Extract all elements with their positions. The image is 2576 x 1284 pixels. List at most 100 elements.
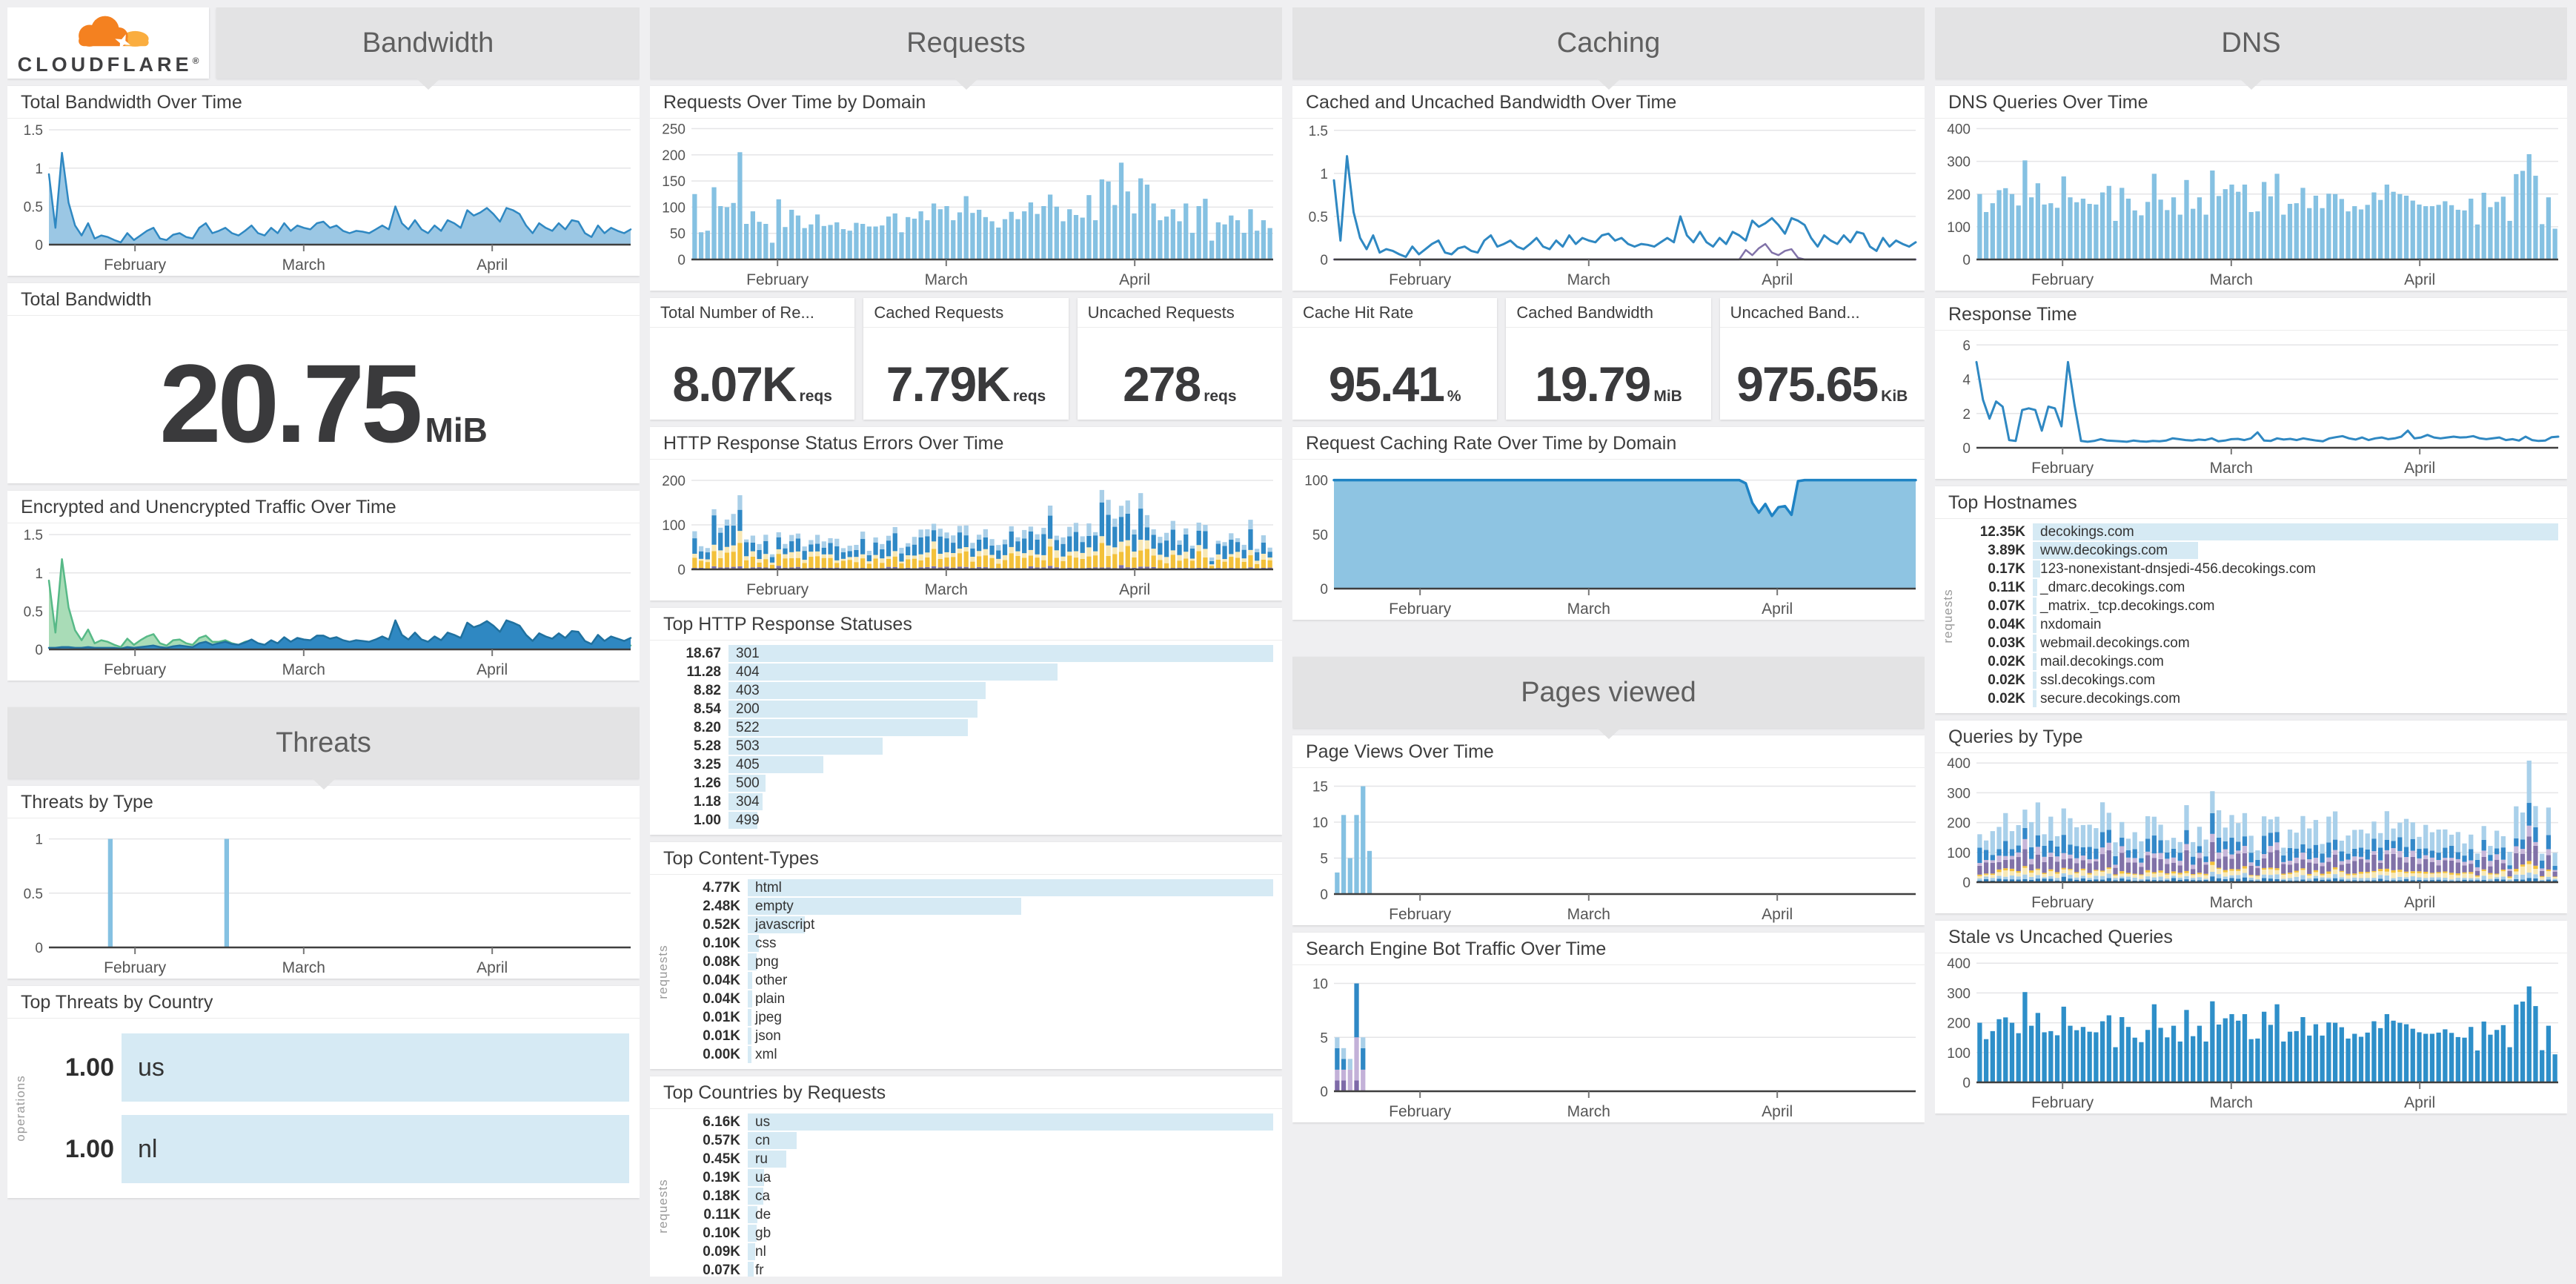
svg-text:150: 150 [662,174,686,190]
y-axis-label: requests [1941,589,1955,643]
hbar-value: 0.07K [703,1262,740,1277]
hbar-value: 0.01K [703,1027,740,1044]
hbar-value: 2.48K [703,898,740,914]
hbar-row-ru: 0.45K ru [675,1151,1273,1168]
page-views-chart: 0 5 10 15 February March April [1292,768,1925,925]
panel-title: Queries by Type [1935,721,2567,753]
hbar-row-405: 3.25 405 [656,756,1273,773]
stat-cached-bandwidth: Cached Bandwidth 19.79 MiB [1506,298,1711,420]
cloudflare-cloud-icon [79,16,149,50]
svg-text:4: 4 [1962,373,1971,388]
hbar-label: _dmarc.decokings.com [2040,580,2185,595]
hbar-bar [748,1132,797,1149]
hbar-value: 0.04K [1988,616,2025,632]
hbar-row-gb: 0.10K gb [675,1225,1273,1242]
stat-title: Cached Requests [863,298,1069,328]
hbar-value: 3.89K [1988,542,2025,558]
hbar-label: json [755,1028,781,1044]
panel-total-bandwidth-over-time: Total Bandwidth Over Time 0 0.5 1 1.5 Februa… [7,86,640,276]
hbar-bar [748,953,757,970]
hbar-label: nl [138,1135,158,1163]
svg-text:0: 0 [677,253,686,268]
svg-text:February: February [104,257,167,274]
panel-total-bandwidth: Total Bandwidth 20.75 MiB [7,283,640,483]
hbar-row-_matrix._tcp.decokings.com: 0.07K _matrix._tcp.decokings.com [1960,598,2558,615]
dns-queries-chart: 0 100 200 300 400 February March April [1935,119,2567,291]
hbar-value: 0.03K [1988,635,2025,651]
top-content-types-list: requests 4.77K html 2.48K empty 0.52K javascri… [650,875,1282,1069]
svg-text:0: 0 [35,941,43,956]
hbar-row-ca: 0.18K ca [675,1188,1273,1205]
hbar-label: 123-nonexistant-dnsjedi-456.decokings.co… [2040,561,2316,577]
hbar-row-png: 0.08K png [675,953,1273,970]
y-axis-label: requests [656,1179,670,1234]
http-errors-chart: 0 100 200 February March April [650,460,1282,600]
response_time-svg: 0 2 4 6 February March April [1962,338,2560,477]
stat-total-requests: Total Number of Re... 8.07K reqs [650,298,855,420]
threats_by_type-svg: 0 0.5 1 February March April [24,833,631,976]
svg-text:0: 0 [1320,887,1328,903]
hbar-value: 0.57K [703,1132,740,1148]
hbar-value: 5.28 [694,738,721,754]
stat-title: Cache Hit Rate [1292,298,1498,328]
panel-title: HTTP Response Status Errors Over Time [650,427,1282,460]
column-dns: DNS DNS Queries Over Time 0 100 200 300 400 F… [1935,7,2567,1277]
hbar-row-xml: 0.00K xml [675,1046,1273,1063]
panel-title: Top Content-Types [650,842,1282,875]
hbar-row-jpeg: 0.01K jpeg [675,1009,1273,1026]
svg-text:200: 200 [1947,816,1971,832]
y-axis-label: operations [13,1075,27,1142]
hbar-value: 8.82 [694,682,721,698]
hbar-row-ua: 0.19K ua [675,1169,1273,1186]
hbar-bar [748,1225,757,1242]
svg-text:February: February [1389,906,1452,923]
hbar-value: 0.01K [703,1009,740,1025]
hbar-row-json: 0.01K json [675,1027,1273,1045]
hbar-row-304: 1.18 304 [656,793,1273,810]
cloudflare-logo[interactable]: CLOUDFLARE® [7,7,209,79]
hbar-label: fr [755,1263,764,1277]
svg-text:0.5: 0.5 [24,887,43,902]
svg-text:April: April [477,257,508,274]
hbar-value: 0.17K [1988,560,2025,577]
hbar-value: 0.11K [703,1206,740,1222]
svg-text:300: 300 [1947,155,1971,171]
svg-text:February: February [1389,600,1452,618]
top-http-statuses-list: 18.67 301 11.28 404 8.82 403 8.54 200 8.20 522 5.2… [650,641,1282,835]
hbar-value: 0.18K [703,1188,740,1204]
svg-text:0: 0 [1962,441,1971,457]
panel-bot-traffic: Search Engine Bot Traffic Over Time 0 5 10… [1292,933,1925,1122]
svg-text:March: March [282,959,325,976]
svg-text:1.5: 1.5 [1309,124,1328,139]
hbar-bar [748,1169,764,1186]
hbar-row-nxdomain: 0.04K nxdomain [1960,616,2558,633]
hbar-row-522: 8.20 522 [656,719,1273,736]
threats-by-type-chart: 0 0.5 1 February March April [7,818,640,979]
hbar-row-499: 1.00 499 [656,812,1273,829]
hbar-value: 1.26 [694,775,721,791]
svg-text:February: February [2031,1094,2094,1111]
stat-uncached-bandwidth: Uncached Band... 975.65 KiB [1719,298,1925,420]
hbar-bar [748,1188,763,1205]
panel-title: Top Countries by Requests [650,1076,1282,1109]
svg-text:March: March [1567,906,1610,923]
panel-title: Cached and Uncached Bandwidth Over Time [1292,86,1925,119]
hbar-label: 405 [736,757,760,772]
hbar-value: 0.10K [703,935,740,951]
panel-title: Threats by Type [7,786,640,818]
hbar-value: 1.00 [694,812,721,828]
svg-text:April: April [477,661,508,678]
hbar-label: 499 [736,813,760,828]
hbar-bar [728,701,978,718]
hbar-value: 0.45K [703,1151,740,1167]
svg-text:0: 0 [35,238,43,254]
svg-text:February: February [1389,271,1452,288]
requests-over-time-chart: 0 50 100 150 200 250 February March April [650,119,1282,291]
panel-title: Requests Over Time by Domain [650,86,1282,119]
svg-text:February: February [1389,1103,1452,1120]
panel-title: Top Hostnames [1935,486,2567,519]
request_caching_rate-svg: 0 50 100 February March April [1304,474,1917,618]
hbar-row-fr: 0.07K fr [675,1262,1273,1277]
hbar-value: 0.10K [703,1225,740,1241]
